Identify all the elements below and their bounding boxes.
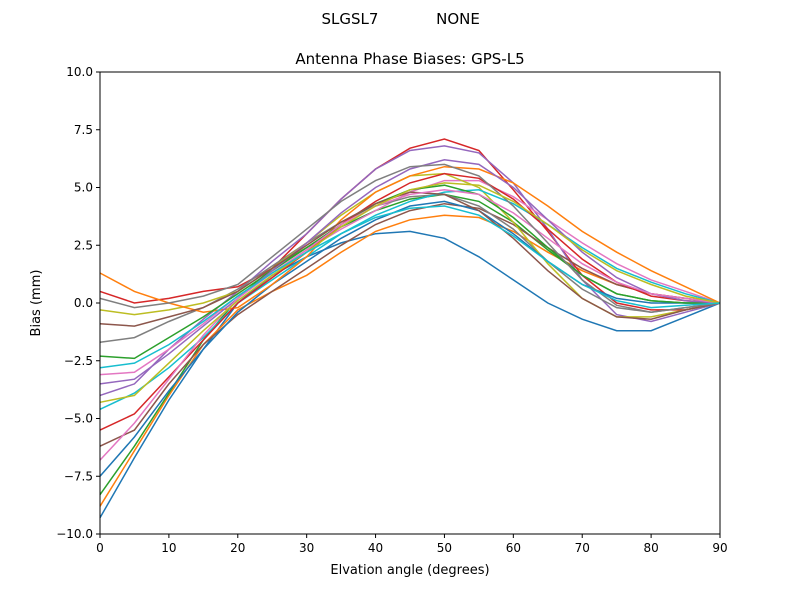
y-tick-label: −10.0 <box>56 527 93 541</box>
y-axis: −10.0 −7.5 −5.0 −2.5 0.0 2.5 5.0 7.5 10.0 <box>56 65 100 541</box>
series-line-18 <box>99 182 721 404</box>
y-tick-label: 10.0 <box>66 65 93 79</box>
y-tick-label: 5.0 <box>74 181 93 195</box>
chart-title: Antenna Phase Biases: GPS-L5 <box>295 50 524 68</box>
x-tick-label: 20 <box>230 541 245 555</box>
suptitle-left: SLGSL7 <box>322 10 379 28</box>
series-line-19 <box>99 205 721 369</box>
x-tick-label: 40 <box>368 541 383 555</box>
y-tick-label: −5.0 <box>64 412 93 426</box>
series-line-9 <box>99 189 721 410</box>
series-line-15 <box>99 191 721 327</box>
series-lines <box>99 138 721 519</box>
series-line-14 <box>99 159 721 385</box>
series-line-2 <box>99 193 720 496</box>
x-tick-label: 60 <box>506 541 521 555</box>
y-tick-label: −7.5 <box>64 469 93 483</box>
y-tick-label: 0.0 <box>74 296 93 310</box>
x-tick-label: 50 <box>437 541 452 555</box>
series-line-16 <box>99 189 721 461</box>
x-tick-label: 80 <box>643 541 658 555</box>
series-line-11 <box>99 165 721 313</box>
suptitle-right: NONE <box>436 10 480 28</box>
y-axis-label: Bias (mm) <box>29 270 44 337</box>
series-line-5 <box>99 202 721 447</box>
x-tick-label: 70 <box>575 541 590 555</box>
series-line-10 <box>99 200 720 477</box>
x-axis: 0 10 20 30 40 50 60 70 80 90 <box>96 534 728 555</box>
x-tick-label: 90 <box>712 541 727 555</box>
y-tick-label: 7.5 <box>74 123 93 137</box>
x-axis-label: Elvation angle (degrees) <box>330 563 489 578</box>
series-line-4 <box>99 145 721 397</box>
y-tick-label: −2.5 <box>64 354 93 368</box>
x-tick-label: 30 <box>299 541 314 555</box>
series-line-17 <box>99 163 721 313</box>
series-line-6 <box>99 179 721 376</box>
y-tick-label: 2.5 <box>74 238 93 252</box>
series-line-3 <box>99 138 721 311</box>
x-tick-label: 10 <box>161 541 176 555</box>
x-tick-label: 0 <box>96 541 104 555</box>
series-line-13 <box>99 172 721 431</box>
